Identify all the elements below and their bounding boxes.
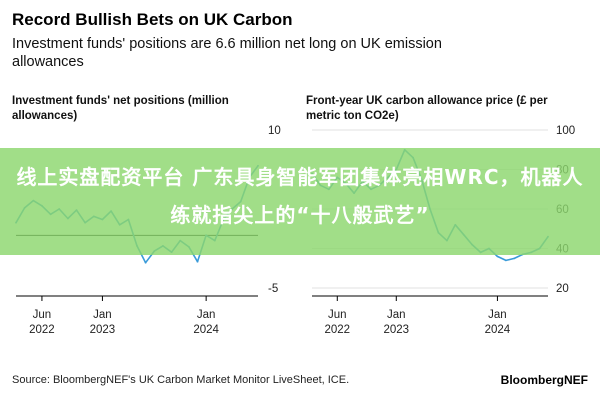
overlay-banner	[0, 148, 600, 255]
y-tick-label: -5	[268, 283, 278, 295]
x-tick-label: 2022	[29, 324, 55, 336]
right-panel-title: Front-year UK carbon allowance price (£ …	[306, 95, 548, 122]
x-tick-label: Jan	[387, 309, 406, 321]
page-subtitle: Investment funds' positions are 6.6 mill…	[12, 36, 442, 70]
x-tick-label: Jan	[197, 309, 216, 321]
y-tick-label: 20	[556, 283, 569, 295]
brand-logo-text: BloombergNEF	[500, 373, 588, 387]
left-panel-title: Investment funds' net positions (million…	[12, 95, 229, 122]
x-tick-label: 2023	[383, 324, 409, 336]
source-note: Source: BloombergNEF's UK Carbon Market …	[12, 374, 350, 386]
left-data-point	[196, 260, 199, 263]
x-tick-label: 2024	[485, 324, 511, 336]
overlay-banner-text: 线上实盘配资平台 广东具身智能军团集体亮相WRC，机器人练就指尖上的“十八般武艺…	[16, 165, 584, 227]
right-data-point	[513, 257, 516, 260]
right-data-point	[496, 255, 499, 258]
right-data-point	[505, 259, 507, 262]
y-tick-label: 100	[556, 125, 575, 137]
y-tick-label: 10	[268, 125, 281, 137]
x-tick-label: 2022	[324, 324, 350, 336]
x-tick-label: 2023	[90, 324, 116, 336]
x-tick-label: Jun	[328, 309, 347, 321]
page-title: Record Bullish Bets on UK Carbon	[12, 10, 293, 29]
x-tick-label: Jun	[33, 309, 52, 321]
left-data-point	[144, 261, 147, 264]
x-tick-label: 2024	[193, 324, 219, 336]
x-tick-label: Jan	[93, 309, 112, 321]
x-tick-label: Jan	[488, 309, 507, 321]
